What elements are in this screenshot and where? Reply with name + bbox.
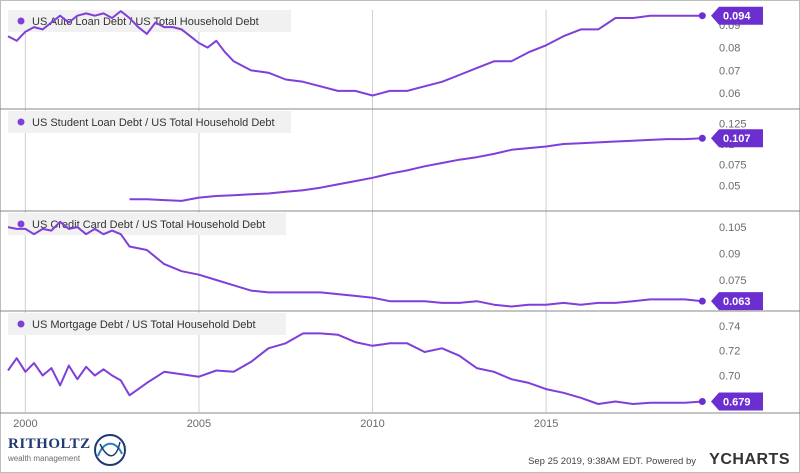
series-end-point	[698, 134, 706, 142]
legend-dot	[17, 118, 25, 126]
series-end-point	[698, 397, 706, 405]
legend-box	[8, 313, 286, 335]
ycharts-wordmark: YCHARTS	[709, 451, 790, 468]
legend-box	[8, 111, 291, 133]
series-end-point	[698, 297, 706, 305]
series-end-point	[698, 12, 706, 20]
legend-dot	[17, 220, 25, 228]
y-tick-label: 0.74	[719, 321, 740, 333]
x-tick-label: 2015	[534, 418, 558, 430]
y-tick-label: 0.125	[719, 118, 747, 130]
legend-label: US Student Loan Debt / US Total Househol…	[32, 117, 275, 129]
x-tick-label: 2005	[187, 418, 211, 430]
timestamp-powered-by: Sep 25 2019, 9:38AM EDT. Powered by	[528, 456, 696, 467]
x-tick-label: 2000	[13, 418, 37, 430]
series-line	[7, 332, 703, 405]
y-tick-label: 0.70	[719, 370, 740, 382]
y-tick-label: 0.05	[719, 180, 740, 192]
ritholtz-wordmark: RITHOLTZ	[8, 436, 91, 452]
series-line	[129, 137, 703, 202]
y-tick-label: 0.72	[719, 346, 740, 358]
ritholtz-emblem-icon	[94, 434, 126, 466]
legend-label: US Mortgage Debt / US Total Household De…	[32, 319, 256, 331]
y-tick-label: 0.07	[719, 65, 740, 77]
latest-value-flag	[711, 392, 763, 411]
y-tick-label: 0.09	[719, 249, 740, 261]
legend-label: US Auto Loan Debt / US Total Household D…	[32, 16, 259, 28]
ritholtz-tagline: wealth management	[8, 454, 81, 463]
latest-value-flag	[711, 292, 763, 311]
y-tick-label: 0.08	[719, 43, 740, 55]
latest-value-label: 0.094	[723, 11, 751, 23]
latest-value-flag	[711, 6, 763, 25]
y-tick-label: 0.06	[719, 88, 740, 100]
ritholtz-logo: RITHOLTZ wealth management	[8, 430, 138, 470]
series-line	[7, 10, 703, 97]
series-line	[7, 220, 703, 308]
y-tick-label: 0.075	[719, 275, 747, 287]
latest-value-label: 0.679	[723, 396, 751, 408]
y-tick-label: 0.075	[719, 160, 747, 172]
y-tick-label: 0.105	[719, 222, 747, 234]
latest-value-label: 0.063	[723, 296, 751, 308]
x-tick-label: 2010	[360, 418, 384, 430]
legend-box	[8, 213, 286, 235]
ycharts-logo: YCHARTS	[709, 451, 790, 469]
latest-value-label: 0.107	[723, 133, 751, 145]
legend-label: US Credit Card Debt / US Total Household…	[32, 219, 265, 231]
legend-dot	[17, 320, 25, 328]
legend-dot	[17, 17, 25, 25]
latest-value-flag	[711, 129, 763, 148]
